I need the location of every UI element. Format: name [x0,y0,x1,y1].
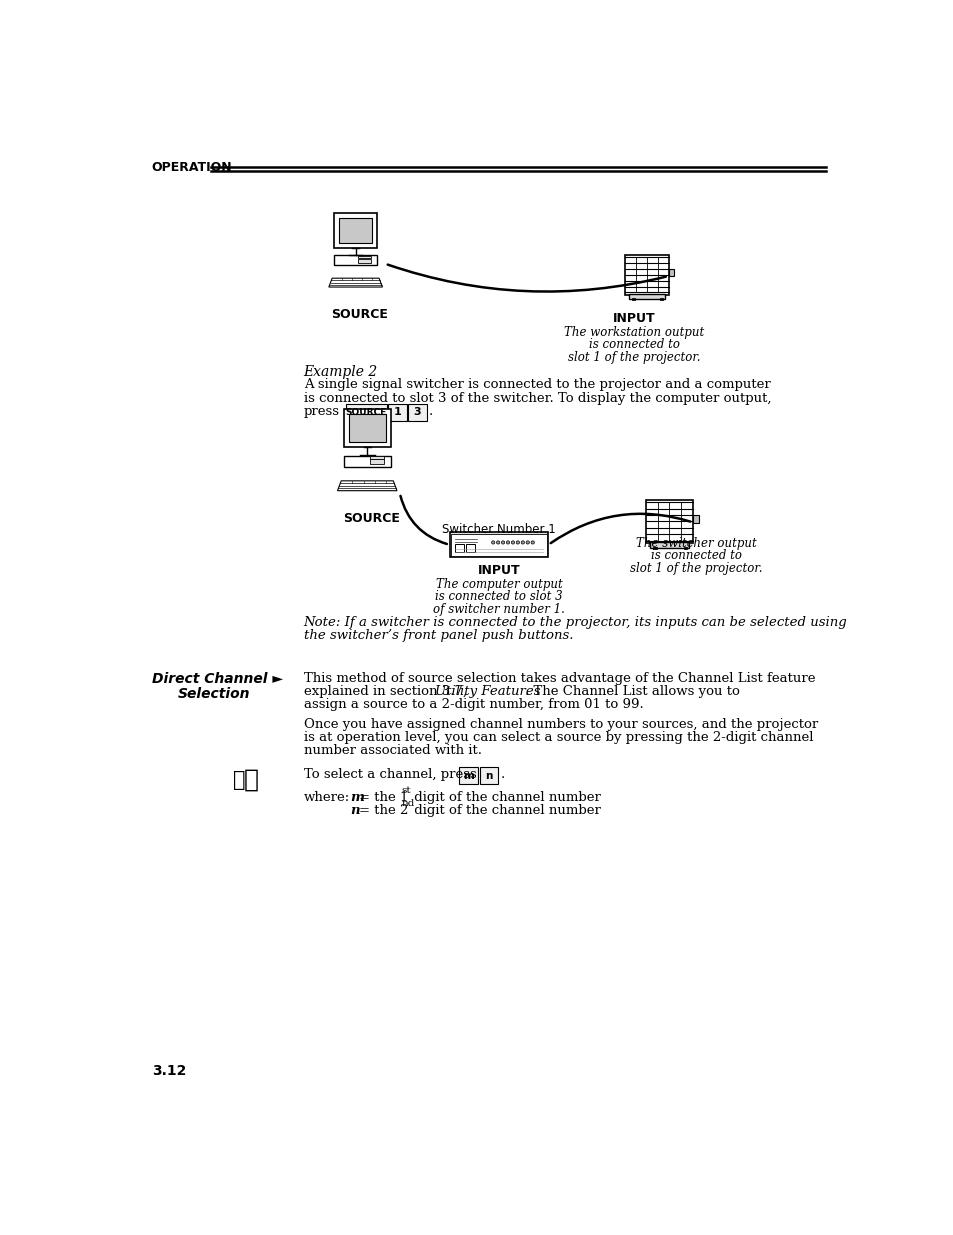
Text: m: m [350,792,364,804]
Text: The workstation output: The workstation output [564,326,704,340]
Text: This method of source selection takes advantage of the Channel List feature: This method of source selection takes ad… [303,672,815,684]
Text: Selection: Selection [177,687,250,701]
FancyBboxPatch shape [388,404,406,421]
Text: of switcher number 1.: of switcher number 1. [433,603,564,615]
Text: . The Channel List allows you to: . The Channel List allows you to [524,685,739,698]
FancyBboxPatch shape [455,543,464,552]
Text: press: press [303,405,339,417]
Circle shape [531,541,534,545]
Circle shape [516,541,519,545]
Text: digit of the channel number: digit of the channel number [410,804,600,818]
Circle shape [520,541,524,545]
Circle shape [491,541,495,545]
Text: .: . [500,768,504,781]
Text: 💪: 💪 [243,768,258,792]
Text: To select a channel, press: To select a channel, press [303,768,476,781]
Text: the switcher’s front panel push buttons.: the switcher’s front panel push buttons. [303,630,573,642]
FancyBboxPatch shape [466,543,475,552]
Text: explained in section 3.7,: explained in section 3.7, [303,685,466,698]
Text: = the 1: = the 1 [359,792,409,804]
Circle shape [506,541,509,545]
FancyBboxPatch shape [343,456,391,467]
FancyBboxPatch shape [692,515,699,522]
Text: is connected to: is connected to [589,338,679,352]
Text: Once you have assigned channel numbers to your sources, and the projector: Once you have assigned channel numbers t… [303,718,817,731]
FancyBboxPatch shape [451,534,546,556]
FancyBboxPatch shape [358,256,371,258]
Circle shape [511,541,514,545]
Polygon shape [329,278,382,287]
Text: 3: 3 [414,408,421,417]
FancyBboxPatch shape [479,767,497,784]
Text: OPERATION: OPERATION [152,162,233,174]
FancyArrowPatch shape [550,514,690,543]
Text: m: m [463,771,474,781]
Text: SOURCE: SOURCE [342,513,399,525]
FancyArrowPatch shape [387,264,665,291]
FancyBboxPatch shape [335,214,376,248]
Text: .: . [429,405,433,417]
Polygon shape [337,480,396,490]
Text: Switcher Number 1: Switcher Number 1 [441,524,556,536]
FancyBboxPatch shape [645,500,692,543]
Text: digit of the channel number: digit of the channel number [410,792,600,804]
Circle shape [501,541,504,545]
FancyBboxPatch shape [343,409,391,447]
Text: A single signal switcher is connected to the projector and a computer: A single signal switcher is connected to… [303,378,770,391]
Text: Utility Features: Utility Features [435,685,540,698]
FancyBboxPatch shape [628,294,664,299]
Text: Note: If a switcher is connected to the projector, its inputs can be selected us: Note: If a switcher is connected to the … [303,616,846,630]
Text: The computer output: The computer output [436,578,561,590]
Text: where:: where: [303,792,350,804]
FancyBboxPatch shape [649,542,688,548]
Text: nd: nd [401,799,415,808]
FancyBboxPatch shape [449,532,548,557]
Text: 3.12: 3.12 [152,1063,186,1078]
Text: slot 1 of the projector.: slot 1 of the projector. [630,562,762,574]
FancyBboxPatch shape [408,404,427,421]
Text: slot 1 of the projector.: slot 1 of the projector. [568,351,700,364]
Text: assign a source to a 2-digit number, from 01 to 99.: assign a source to a 2-digit number, fro… [303,698,642,711]
Text: 👉: 👉 [233,769,245,789]
Text: is connected to slot 3 of the switcher. To display the computer output,: is connected to slot 3 of the switcher. … [303,391,770,405]
Text: = the 2: = the 2 [359,804,409,818]
Text: The switcher output: The switcher output [636,537,757,550]
Text: SOURCE: SOURCE [346,408,387,416]
FancyBboxPatch shape [346,404,386,421]
Text: is connected to slot 3: is connected to slot 3 [435,590,562,603]
Text: is connected to: is connected to [651,550,741,562]
FancyBboxPatch shape [358,259,371,263]
FancyBboxPatch shape [370,459,384,463]
Text: Direct Channel ►: Direct Channel ► [152,672,282,685]
FancyBboxPatch shape [370,456,384,458]
Text: INPUT: INPUT [613,312,656,325]
Text: number associated with it.: number associated with it. [303,745,481,757]
Text: Example 2: Example 2 [303,364,377,379]
Text: n: n [350,804,359,818]
FancyBboxPatch shape [348,414,385,442]
Circle shape [496,541,499,545]
FancyArrowPatch shape [400,496,446,543]
FancyBboxPatch shape [624,254,668,295]
Circle shape [526,541,529,545]
FancyBboxPatch shape [668,269,674,275]
Text: SOURCE: SOURCE [331,308,388,321]
Text: 1: 1 [394,408,401,417]
Text: n: n [485,771,492,781]
Text: is at operation level, you can select a source by pressing the 2-digit channel: is at operation level, you can select a … [303,731,812,745]
FancyBboxPatch shape [335,256,376,266]
Text: INPUT: INPUT [477,564,519,577]
Text: st: st [401,785,411,795]
FancyBboxPatch shape [459,767,477,784]
FancyBboxPatch shape [338,217,372,243]
